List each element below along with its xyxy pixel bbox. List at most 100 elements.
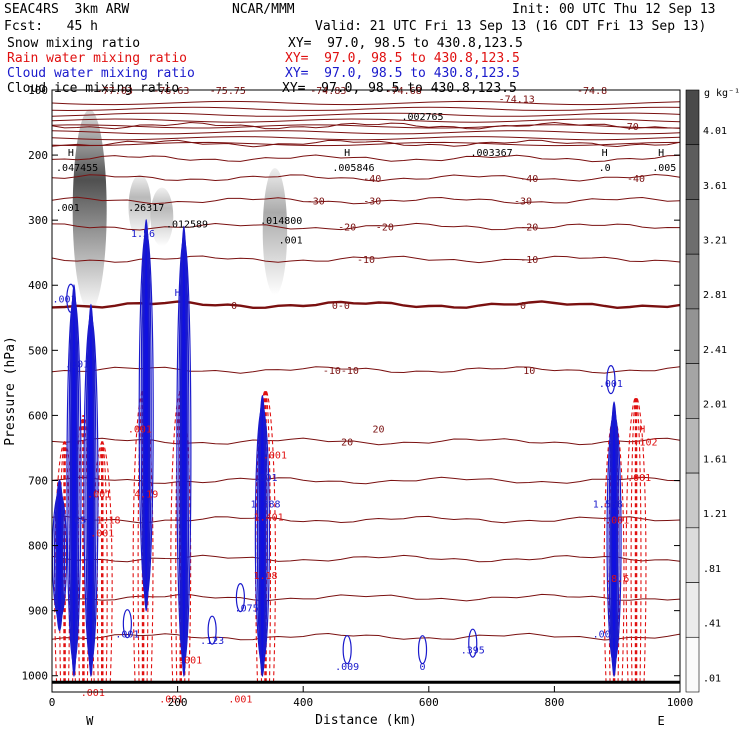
- rain-contour: [264, 389, 272, 683]
- cloud-water-contour: [258, 394, 267, 677]
- colorbar-swatch: [685, 199, 700, 255]
- cloud-water-contour: [86, 303, 95, 677]
- isotherm-label: -74.83: [310, 86, 346, 97]
- colorbar-label: .41: [703, 619, 721, 630]
- extremum-label: .001: [159, 695, 183, 706]
- legend-cloud-ice-xy: XY= 97.0, 98.5 to 430.8,123.5: [282, 81, 517, 96]
- isotherm-line: [51, 100, 681, 106]
- legend-rain-label: Rain water mixing ratio: [7, 51, 188, 66]
- colorbar-label: 1.61: [703, 454, 727, 465]
- cloud-water-contours: [51, 219, 622, 677]
- cloud-water-cell: [207, 615, 217, 645]
- extremum-label: .001: [178, 655, 202, 666]
- colorbar-swatch: [685, 472, 700, 529]
- extremum-label: .001: [87, 490, 111, 501]
- extremum-label: .075: [235, 603, 259, 614]
- isotherm-line: [51, 300, 681, 310]
- cloud-water-contour: [138, 231, 154, 600]
- rain-contour: [625, 395, 637, 683]
- cloud-water-contour: [179, 225, 188, 677]
- legend-rain-xy: XY= 97.0, 98.5 to 430.8,123.5: [285, 51, 520, 66]
- isotherm-line: [51, 196, 681, 205]
- isotherm-label: -76.63: [153, 86, 189, 97]
- isotherm-line: [51, 554, 681, 563]
- extremum-label: .001: [56, 203, 80, 214]
- extremum-label: H: [68, 148, 74, 159]
- isotherm-label: -70: [621, 122, 639, 133]
- legend-snow-xy: XY= 97.0, 98.5 to 430.8,123.5: [288, 36, 523, 51]
- isotherm-label: -77.03: [97, 86, 133, 97]
- isotherm-line: [51, 124, 680, 129]
- isotherm-label: -10: [520, 255, 538, 266]
- rain-contour: [170, 389, 182, 683]
- colorbar-label: 2.01: [703, 400, 727, 411]
- isotherm-line: [51, 106, 681, 112]
- colorbar-label: 3.61: [703, 181, 727, 192]
- isotherm-label: -40: [627, 174, 645, 185]
- extremum-label: 1.56: [131, 229, 155, 240]
- y-tick-label: 600: [28, 409, 48, 422]
- cloud-water-contour: [66, 296, 82, 665]
- isotherm-label: -30: [514, 197, 532, 208]
- colorbar-label: .81: [703, 564, 721, 575]
- cloud-water-contour: [53, 485, 66, 625]
- org-label: NCAR/MMM: [232, 2, 295, 17]
- extremum-label: 0: [420, 662, 426, 673]
- valid-time: Valid: 21 UTC Fri 13 Sep 13 (16 CDT Fri …: [315, 19, 707, 34]
- colorbar-swatch: [685, 582, 700, 638]
- isotherm-line: [51, 130, 681, 135]
- cloud-water-contour: [83, 316, 99, 665]
- isotherm-label: -40: [520, 174, 538, 185]
- extremum-label: 1.401: [254, 512, 284, 523]
- colorbar-unit: g kg⁻¹: [704, 88, 740, 99]
- extremum-label: .014800: [260, 216, 302, 227]
- extremum-label: .001: [90, 529, 114, 540]
- x-tick-label: 600: [419, 696, 439, 709]
- isotherm-line: [51, 112, 681, 117]
- cloud-water-contour: [140, 225, 152, 606]
- init-time: Init: 00 UTC Thu 12 Sep 13: [512, 2, 716, 17]
- isotherm-line: [51, 141, 681, 147]
- extremum-label: 1.568: [593, 499, 623, 510]
- isotherm-line: [51, 173, 681, 182]
- isotherm-label: -20: [520, 223, 538, 234]
- legend-cloud-water-xy: XY= 97.0, 98.5 to 430.8,123.5: [285, 66, 520, 81]
- extremum-label: .001: [253, 473, 277, 484]
- isotherm-label: 20: [373, 424, 385, 435]
- isotherm-label: -20: [376, 223, 394, 234]
- cloud-water-cell: [122, 609, 132, 639]
- model-label: SEAC4RS 3km ARW: [4, 2, 130, 17]
- cloud-water-cell: [235, 583, 245, 613]
- isotherm-label: -74.13: [499, 94, 535, 105]
- x-tick-label: 1000: [667, 696, 694, 709]
- isotherm-label: 10: [523, 366, 535, 377]
- cloud-water-contour: [254, 407, 270, 665]
- x-tick-label: 400: [293, 696, 313, 709]
- extremum-label: .001: [81, 688, 105, 699]
- extremum-label: .102: [633, 437, 657, 448]
- y-tick-label: 400: [28, 279, 48, 292]
- extremum-label: H: [602, 148, 608, 159]
- colorbar-label: 2.81: [703, 290, 727, 301]
- east-end-label: E: [658, 714, 665, 728]
- x-tick-label: 800: [544, 696, 564, 709]
- isotherm-label: -30: [363, 197, 381, 208]
- isotherm-label: -40: [363, 174, 381, 185]
- x-tick-label: 200: [168, 696, 188, 709]
- extremum-label: .005846: [332, 163, 374, 174]
- cloud-ice-plume: [262, 168, 288, 296]
- colorbar-swatch: [685, 89, 700, 146]
- colorbar-swatch: [685, 527, 700, 583]
- colorbar-swatch: [685, 363, 700, 419]
- extremum-label: .123: [200, 636, 224, 647]
- x-tick-label: 0: [49, 696, 56, 709]
- colorbar-swatch: [685, 636, 700, 693]
- y-tick-label: 200: [28, 149, 48, 162]
- isotherm-line: [51, 366, 681, 374]
- cloud-water-contour: [142, 219, 151, 612]
- cloud-water-contour: [610, 401, 619, 677]
- isotherm-label: -20: [338, 223, 356, 234]
- cloud-water-contour: [176, 238, 192, 665]
